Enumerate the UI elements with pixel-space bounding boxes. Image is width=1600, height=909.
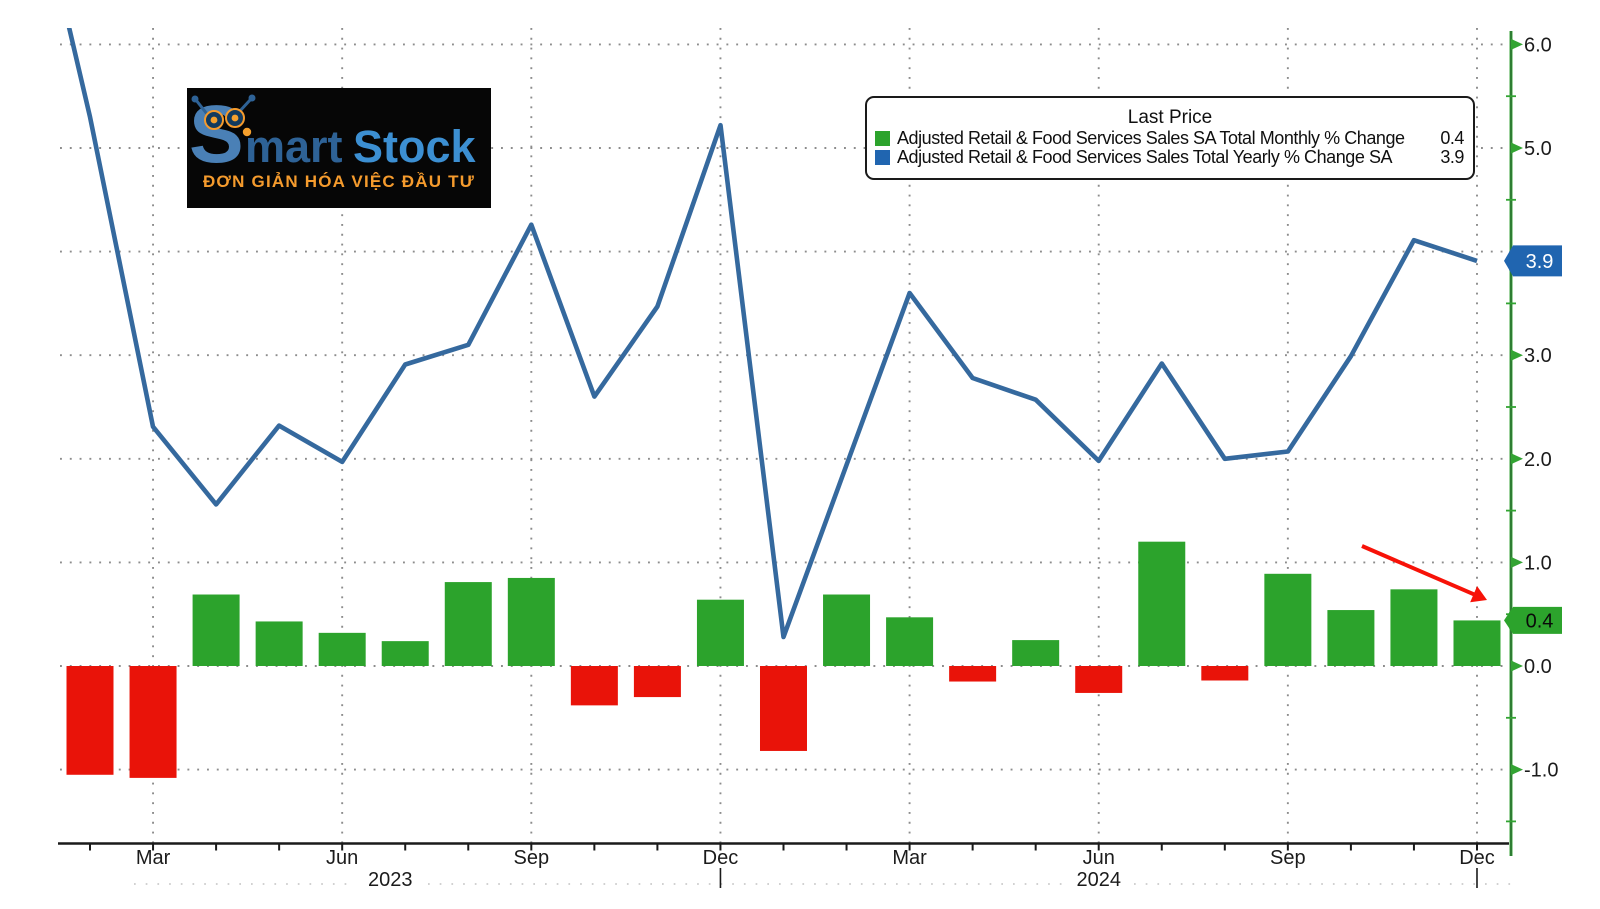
smart-stock-wordmark: S mart Stock: [189, 89, 477, 176]
bar-jul-2024: [1138, 541, 1186, 666]
bar-dec-2024: [1453, 620, 1501, 666]
bar-mar-2023: [129, 666, 177, 778]
legend-value-monthly: 0.4: [1440, 128, 1464, 148]
bar-dec-2023: [696, 599, 744, 666]
last-price-badge-text: 3.9: [1526, 251, 1554, 273]
legend-value-yearly: 3.9: [1440, 147, 1464, 167]
last-price-badge-text: 0.4: [1526, 610, 1554, 632]
y-tick-label: -1.0: [1524, 760, 1558, 782]
year-label: 2024: [1076, 869, 1121, 891]
legend-swatch-yearly: [875, 150, 890, 165]
bar-nov-2024: [1390, 589, 1438, 666]
badge-shape: [1504, 606, 1562, 634]
red-arrow-annotation: [1361, 544, 1487, 603]
yearly-change-line: [66, 28, 1478, 640]
legend-label-monthly: Adjusted Retail & Food Services Sales SA…: [897, 128, 1405, 148]
smart-stock-logo: S mart Stock ĐƠN GIẢN HÓA VIỆC ĐẦU TƯ: [187, 88, 491, 208]
bar-sep-2024: [1264, 573, 1312, 666]
bar-jul-2023: [381, 641, 429, 666]
bar-may-2023: [255, 621, 303, 666]
bar-oct-2023: [570, 666, 618, 706]
bar-sep-2023: [507, 577, 555, 666]
bar-feb-2024: [823, 594, 871, 666]
monthly-change-bars: [66, 541, 1501, 778]
logo-tagline: ĐƠN GIẢN HÓA VIỆC ĐẦU TƯ: [202, 172, 476, 191]
bar-apr-2024: [949, 666, 997, 682]
year-label: 2023: [368, 869, 413, 891]
logo-robot-icon: [191, 94, 256, 137]
legend-row-monthly: Adjusted Retail & Food Services Sales SA…: [867, 128, 1473, 148]
bar-jan-2024: [759, 666, 807, 751]
x-tick-label: Dec: [1459, 847, 1495, 869]
bar-jun-2023: [318, 632, 366, 666]
bar-apr-2023: [192, 594, 240, 666]
y-tick-label: 0.0: [1524, 656, 1552, 678]
bar-may-2024: [1012, 640, 1060, 666]
x-tick-label: Dec: [703, 847, 739, 869]
x-axis: Mar Jun Sep Dec Mar Jun Sep Dec 2023 2024: [58, 842, 1512, 891]
last-price-badges: 3.9 0.4: [1504, 245, 1562, 634]
x-tick-label: Sep: [1270, 847, 1306, 869]
y-tick-label: 5.0: [1524, 138, 1552, 160]
x-tick-label: Mar: [892, 847, 927, 869]
y-axis: 6.0 5.0 3.0 2.0 1.0 0.0 -1.0: [1506, 31, 1558, 856]
logo-text-stock: Stock: [353, 121, 477, 172]
badge-shape: [1504, 245, 1562, 277]
y-tick-label: 6.0: [1524, 34, 1552, 56]
bar-oct-2024: [1327, 610, 1375, 666]
x-tick-label: Sep: [514, 847, 550, 869]
x-tick-label: Jun: [326, 847, 358, 869]
y-tick-label: 1.0: [1524, 552, 1552, 574]
x-tick-label: Jun: [1083, 847, 1115, 869]
bar-feb-2023: [66, 666, 114, 775]
y-tick-label: 3.0: [1524, 345, 1552, 367]
legend-swatch-monthly: [875, 131, 890, 146]
y-tick-label: 2.0: [1524, 449, 1552, 471]
bar-nov-2023: [633, 666, 681, 698]
legend-box: Last Price Adjusted Retail & Food Servic…: [865, 96, 1475, 180]
logo-text-mart: mart: [245, 121, 343, 172]
bar-mar-2024: [886, 617, 934, 666]
bar-aug-2023: [444, 582, 492, 666]
legend-row-yearly: Adjusted Retail & Food Services Sales To…: [867, 147, 1473, 167]
x-tick-label: Mar: [136, 847, 171, 869]
bar-aug-2024: [1201, 666, 1249, 681]
legend-title: Last Price: [1127, 107, 1213, 128]
bar-jun-2024: [1075, 666, 1123, 693]
legend-label-yearly: Adjusted Retail & Food Services Sales To…: [897, 147, 1393, 167]
